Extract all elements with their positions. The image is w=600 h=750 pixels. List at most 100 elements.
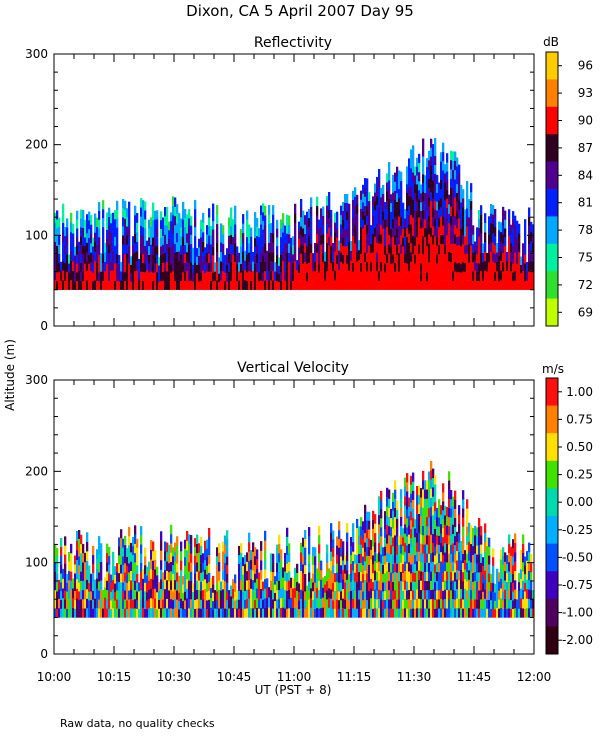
- echo-cell: [390, 272, 393, 282]
- echo-cell: [266, 588, 269, 599]
- echo-cell: [72, 233, 75, 243]
- echo-cell: [102, 218, 105, 228]
- y-tick-label: 200: [25, 464, 48, 478]
- echo-cell: [164, 262, 167, 272]
- echo-cell: [280, 272, 283, 282]
- echo-cell: [170, 281, 173, 290]
- echo-cell: [414, 581, 417, 591]
- echo-cell: [248, 570, 251, 580]
- echo-cell: [184, 235, 187, 246]
- echo-cell: [474, 270, 477, 281]
- echo-cell: [302, 608, 305, 618]
- echo-cell: [188, 209, 191, 219]
- echo-cell: [174, 598, 177, 609]
- echo-cell: [384, 511, 387, 521]
- echo-cell: [166, 215, 169, 226]
- echo-cell: [122, 547, 125, 557]
- echo-cell: [212, 592, 215, 602]
- echo-cell: [528, 561, 531, 571]
- echo-cell: [124, 599, 127, 609]
- echo-cell: [128, 263, 131, 273]
- echo-cell: [514, 234, 517, 244]
- echo-cell: [116, 200, 119, 210]
- echo-cell: [72, 280, 75, 290]
- echo-cell: [332, 574, 335, 583]
- echo-cell: [268, 597, 271, 608]
- echo-cell: [406, 228, 409, 238]
- echo-cell: [434, 573, 437, 583]
- echo-cell: [506, 270, 509, 281]
- echo-cell: [412, 499, 415, 509]
- echo-cell: [416, 532, 419, 543]
- echo-cell: [192, 247, 195, 257]
- echo-cell: [334, 222, 337, 233]
- echo-cell: [186, 242, 189, 253]
- echo-cell: [364, 280, 367, 290]
- echo-cell: [324, 592, 327, 602]
- echo-cell: [286, 581, 289, 591]
- echo-cell: [116, 236, 119, 246]
- echo-cell: [142, 235, 145, 246]
- echo-cell: [60, 564, 63, 574]
- echo-cell: [298, 264, 301, 273]
- echo-cell: [318, 534, 321, 545]
- echo-cell: [106, 212, 109, 222]
- echo-cell: [372, 555, 375, 565]
- echo-cell: [132, 236, 135, 246]
- echo-cell: [76, 210, 79, 220]
- echo-cell: [272, 252, 275, 262]
- echo-cell: [522, 271, 525, 281]
- echo-cell: [382, 237, 385, 247]
- echo-cell: [302, 537, 305, 547]
- echo-cell: [418, 262, 421, 272]
- echo-cell: [260, 224, 263, 234]
- echo-cell: [330, 551, 333, 562]
- echo-cell: [118, 590, 121, 600]
- echo-cell: [428, 599, 431, 609]
- echo-cell: [248, 542, 251, 552]
- echo-cell: [300, 217, 303, 227]
- echo-cell: [354, 280, 357, 290]
- echo-cell: [176, 280, 179, 290]
- echo-cell: [500, 568, 503, 579]
- echo-cell: [436, 263, 439, 273]
- echo-cell: [430, 516, 433, 526]
- echo-cell: [454, 572, 457, 582]
- echo-cell: [458, 218, 461, 228]
- echo-cell: [276, 581, 279, 591]
- echo-cell: [512, 281, 515, 290]
- colorbar-label: 1.00: [566, 385, 593, 399]
- echo-cell: [420, 589, 423, 600]
- echo-cell: [342, 254, 345, 264]
- echo-cell: [148, 254, 151, 264]
- echo-cell: [344, 591, 347, 601]
- echo-cell: [470, 200, 473, 210]
- echo-cell: [304, 215, 307, 225]
- echo-cell: [126, 271, 129, 281]
- echo-cell: [70, 562, 73, 572]
- echo-cell: [400, 544, 403, 554]
- echo-cell: [444, 271, 447, 281]
- echo-cell: [152, 211, 155, 221]
- echo-cell: [492, 548, 495, 558]
- echo-cell: [496, 597, 499, 608]
- echo-cell: [166, 271, 169, 281]
- echo-cell: [80, 236, 83, 246]
- echo-cell: [382, 281, 385, 290]
- echo-cell: [118, 555, 121, 565]
- echo-cell: [452, 496, 455, 507]
- echo-cell: [348, 232, 351, 243]
- echo-cell: [342, 588, 345, 599]
- echo-cell: [186, 559, 189, 570]
- colorbar-label: 0.00: [566, 495, 593, 509]
- echo-cell: [366, 234, 369, 244]
- echo-cell: [234, 591, 237, 601]
- echo-cell: [422, 191, 425, 201]
- echo-cell: [248, 532, 251, 543]
- echo-cell: [228, 590, 231, 600]
- echo-cell: [160, 263, 163, 273]
- echo-cell: [86, 223, 89, 234]
- echo-cell: [148, 219, 151, 229]
- echo-cell: [280, 219, 283, 229]
